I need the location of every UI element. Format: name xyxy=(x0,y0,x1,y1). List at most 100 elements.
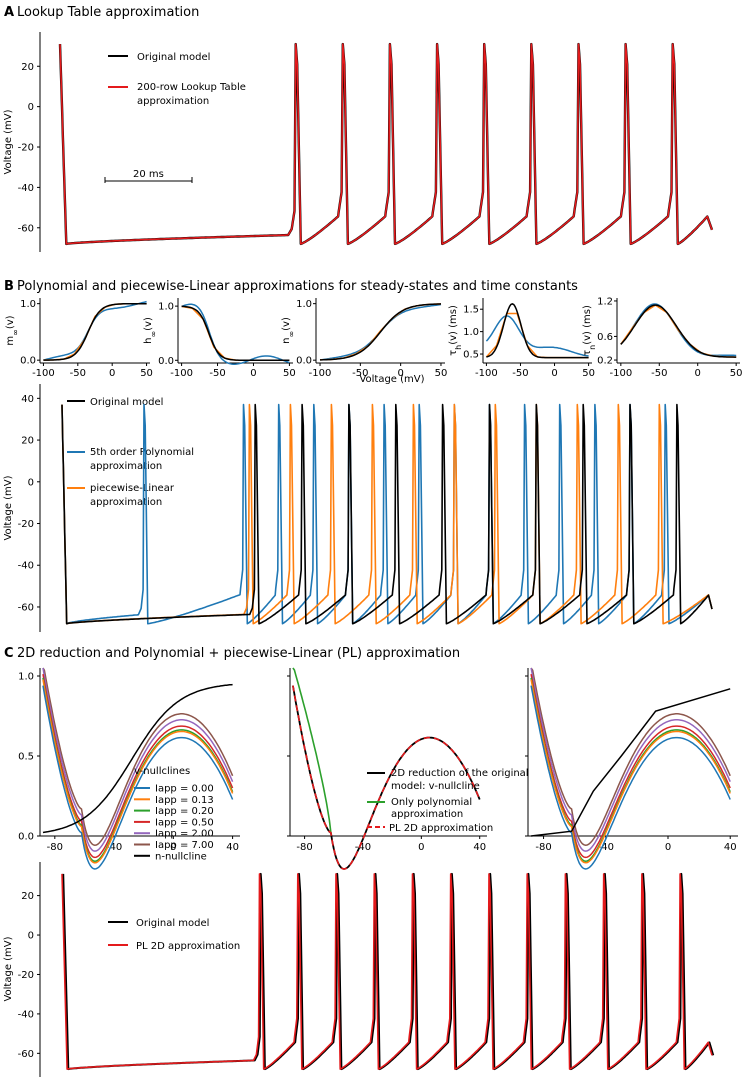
small-plot-tauh-ylabel: τh(v) (ms) xyxy=(448,305,463,356)
phase-plot-1: -80 -40 0 40 1.0 0.5 0.0 xyxy=(18,667,240,870)
panel-a: A Lookup Table approximation 20 0 -20 -40 -6… xyxy=(3,5,714,252)
ylabel-sub: h xyxy=(454,345,463,350)
legend-label-only-polynomial-line2: approximation xyxy=(391,809,463,820)
legend-label-piecewise-line1: piecewise-Linear xyxy=(90,483,175,494)
small-plot-tauh-xtick-label-1: -50 xyxy=(512,368,528,379)
phase-plot-3-v-nullcline-0.13 xyxy=(530,679,731,864)
ylabel-tail: (v) (ms) xyxy=(448,305,459,345)
small-plot-h-xtick-label-0: -100 xyxy=(170,368,193,379)
phase-plot-1-xtick-label-0: -80 xyxy=(47,842,63,853)
small-plot-taun-ytick-label-0: 1.2 xyxy=(597,296,613,307)
phase-plot-2-xtick-label-1: -40 xyxy=(355,842,371,853)
panel-b-title: Polynomial and piecewise-Linear approxim… xyxy=(17,279,578,294)
legend-label-polynomial-line1: 5th order Polynomial xyxy=(90,447,194,458)
panel-b-legend: Original model 5th order Polynomial appr… xyxy=(67,397,194,508)
small-plot-m-original xyxy=(43,302,147,361)
phase-plot-1-v-nullcline-0 xyxy=(42,685,234,870)
panel-c-ytick-label-4: -60 xyxy=(18,1049,34,1060)
small-plot-n-xtick-label-0: -100 xyxy=(309,368,332,379)
small-plot-n-original xyxy=(320,303,442,361)
trace-original-model xyxy=(61,403,713,625)
panel-c-legend: Original model PL 2D approximation xyxy=(108,918,240,952)
small-plot-h: 1.00.0-100 -50 0 50h∞(v) xyxy=(143,298,296,379)
small-plot-h-ytick-label-0: 1.0 xyxy=(158,302,174,313)
phase-plot-3-n-nullcline xyxy=(531,688,731,837)
small-plot-m-xtick-label-2: 0 xyxy=(109,368,115,379)
phase-plot-3-xtick-label-2: 0 xyxy=(665,842,671,853)
panel-c-ylabel: Voltage (mV) xyxy=(3,936,14,1001)
small-plot-n-ylabel: n∞(v) xyxy=(281,317,296,344)
legend-label-2d-reduction-line1: 2D reduction of the original xyxy=(391,768,529,779)
phase-plot-1-ytick-label-1: 0.5 xyxy=(18,752,34,763)
legend-label-2: Iapp = 0.20 xyxy=(155,806,214,817)
phase-plot-3: -80 -40 0 40 xyxy=(525,667,738,870)
phase-plot-3-v-nullcline-0.5 xyxy=(530,673,731,859)
panel-b-ytick-label-3: -20 xyxy=(18,519,34,530)
legend-label-6: n-nullcline xyxy=(155,851,207,862)
panel-a-ytick-label-0: 20 xyxy=(21,62,34,73)
small-plot-h-original xyxy=(181,305,290,362)
panel-a-ylabel: Voltage (mV) xyxy=(3,109,14,174)
phase-plot-1-n-nullcline xyxy=(42,683,233,834)
phase-plot-1-ytick-label-2: 0.0 xyxy=(18,832,34,843)
panel-b-yticks: 40 20 0 -20 -40 -60 xyxy=(18,394,40,613)
small-plot-h-piecewise xyxy=(181,305,290,362)
ylabel-main: n xyxy=(281,338,292,344)
legend-label-pl-2d: PL 2D approximation xyxy=(389,823,493,834)
panel-c-yticks: 20 0 -20 -40 -60 xyxy=(18,891,40,1060)
small-plot-h-xtick-label-1: -50 xyxy=(209,368,225,379)
legend-label-pl-2d: PL 2D approximation xyxy=(136,941,240,952)
small-plot-n-xtick-label-2: 0 xyxy=(397,368,403,379)
ylabel-sub: ∞ xyxy=(287,331,296,338)
legend-label-lookup-line1: 200-row Lookup Table xyxy=(137,82,246,93)
ylabel-sub: ∞ xyxy=(149,331,158,338)
panel-b-ytick-label-4: -40 xyxy=(18,561,34,572)
small-plot-tauh-xtick-label-0: -100 xyxy=(475,368,498,379)
trace-polynomial xyxy=(61,403,713,625)
small-plot-n-xtick-label-3: 50 xyxy=(435,368,448,379)
legend-label-polynomial-line2: approximation xyxy=(90,461,162,472)
small-plot-taun-xtick-label-0: -100 xyxy=(609,368,632,379)
legend-label-4: Iapp = 2.00 xyxy=(155,829,214,840)
small-plot-tauh-xtick-label-3: 50 xyxy=(582,368,595,379)
ylabel-tail: (v) xyxy=(143,317,154,331)
phase-plot-3-v-nullcline-0 xyxy=(530,685,731,870)
panel-c-label: C xyxy=(4,646,14,661)
small-plot-m: 1.00.0-100 -50 0 50m∞(v) xyxy=(5,298,153,379)
small-plot-m-ytick-label-1: 0.0 xyxy=(20,356,36,367)
legend-label-0: Iapp = 0.00 xyxy=(155,784,214,795)
legend-label-3: Iapp = 0.50 xyxy=(155,817,214,828)
scalebar-label: 20 ms xyxy=(133,169,164,180)
phase-plot-3-xtick-label-1: -40 xyxy=(598,842,614,853)
panel-a-label: A xyxy=(4,5,14,20)
small-plot-taun-xtick-label-3: 50 xyxy=(730,368,743,379)
panel-a-traces xyxy=(58,42,714,246)
panel-b-label: B xyxy=(4,279,14,294)
panel-c-title: 2D reduction and Polynomial + piecewise-… xyxy=(17,646,460,661)
phase-plot-1-v-nullcline-2 xyxy=(42,667,234,852)
phase-plot-3-xtick-label-0: -80 xyxy=(535,842,551,853)
small-plot-taun-piecewise xyxy=(620,304,737,358)
small-plot-n-ytick-label-0: 1.0 xyxy=(296,299,312,310)
small-plot-tauh-original xyxy=(486,302,589,359)
ylabel-main: m xyxy=(5,336,16,346)
ylabel-main: h xyxy=(143,338,154,344)
small-plot-h-xtick-label-3: 50 xyxy=(283,368,296,379)
phase-plot-2-2d-reduction xyxy=(292,685,481,870)
small-plot-n-ytick-label-1: 0.0 xyxy=(296,356,312,367)
small-plot-n: 1.0 0.0-100 -50 0 50 n∞(v) xyxy=(281,298,447,379)
small-plot-h-ylabel: h∞(v) xyxy=(143,317,158,344)
legend-title-v-nullclines: v-nullclines xyxy=(134,766,190,777)
phase-plot-2: -80 -40 0 40 xyxy=(287,667,487,870)
ylabel-tail: (v) (ms) xyxy=(582,305,593,345)
small-plot-taun: 1.2 0.6 0.2-100 -50 0 50 τn(v) (ms) xyxy=(582,296,743,379)
phase-plot-2-xtick-label-3: 40 xyxy=(473,842,486,853)
legend-label-original: Original model xyxy=(136,918,209,929)
legend-label-lookup-line2: approximation xyxy=(137,96,209,107)
legend-label-only-polynomial-line1: Only polynomial xyxy=(391,797,472,808)
panel-b-traces xyxy=(61,403,713,625)
small-plot-m-ylabel: m∞(v) xyxy=(5,315,20,345)
